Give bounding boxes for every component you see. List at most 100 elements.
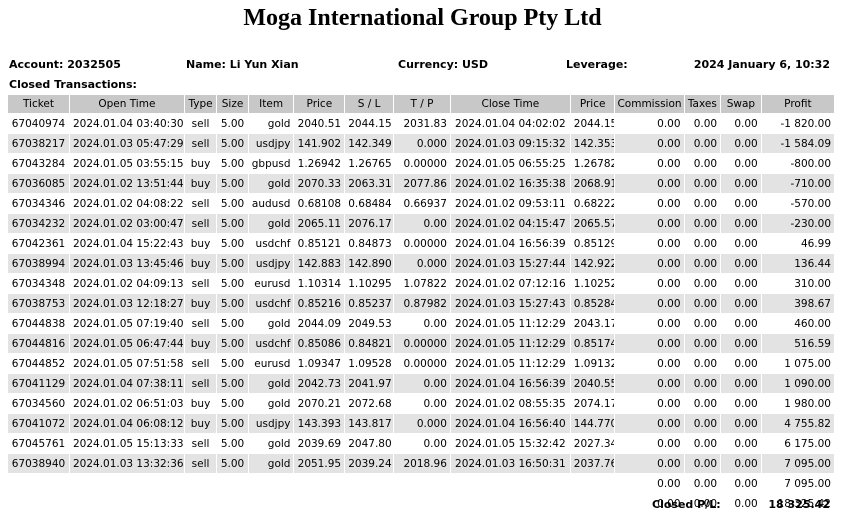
column-header[interactable]: Item	[248, 95, 294, 113]
table-cell: 2024.01.03 12:18:27	[69, 294, 184, 313]
table-row[interactable]: 67043284 2024.01.05 03:55:15 buy 5.00 gbpusd…	[8, 154, 834, 173]
table-cell: gold	[248, 394, 294, 413]
table-cell: 67044838	[8, 314, 69, 333]
table-cell: 0.00	[684, 374, 721, 393]
table-cell: 141.902	[294, 134, 345, 153]
table-cell: 5.00	[217, 394, 248, 413]
table-cell: 142.922	[570, 254, 615, 273]
totals-cell: 0.00	[615, 474, 684, 493]
table-row[interactable]: 67034560 2024.01.02 06:51:03 buy 5.00 gold 20…	[8, 394, 834, 413]
table-cell: 2024.01.04 16:56:40	[450, 414, 570, 433]
column-header[interactable]: Commission	[615, 95, 684, 113]
table-cell: buy	[184, 254, 217, 273]
table-cell: 0.000	[394, 414, 450, 433]
closed-transactions-table: Ticket Open Time Type Size Item Price S …	[7, 94, 835, 514]
table-cell: 2024.01.05 11:12:29	[450, 354, 570, 373]
table-cell: 67034346	[8, 194, 69, 213]
table-row[interactable]: 67038940 2024.01.03 13:32:36 sell 5.00 gold 2…	[8, 454, 834, 473]
table-cell: 0.00	[684, 314, 721, 333]
table-cell: 398.67	[761, 294, 834, 313]
table-row[interactable]: 67034232 2024.01.02 03:00:47 sell 5.00 gold 2…	[8, 214, 834, 233]
table-cell: 144.770	[570, 414, 615, 433]
column-header[interactable]: Swap	[721, 95, 761, 113]
column-header[interactable]: Ticket	[8, 95, 69, 113]
column-header[interactable]: Price	[570, 95, 615, 113]
currency-label: Currency:	[398, 58, 459, 71]
table-cell: 5.00	[217, 214, 248, 233]
table-cell: 0.00	[721, 314, 761, 333]
table-cell: 2077.86	[394, 174, 450, 193]
table-cell: 1.09528	[345, 354, 393, 373]
table-cell: 2070.33	[294, 174, 345, 193]
column-header[interactable]: Taxes	[684, 95, 721, 113]
table-row[interactable]: 67038753 2024.01.03 12:18:27 buy 5.00 usdchf…	[8, 294, 834, 313]
table-row[interactable]: 67036085 2024.01.02 13:51:44 buy 5.00 gold 20…	[8, 174, 834, 193]
table-cell: 0.00	[721, 334, 761, 353]
table-cell: 2047.80	[345, 434, 393, 453]
table-cell: 67034348	[8, 274, 69, 293]
table-row[interactable]: 67041072 2024.01.04 06:08:12 buy 5.00 usdjpy…	[8, 414, 834, 433]
table-row[interactable]: 67044816 2024.01.05 06:47:44 buy 5.00 usdchf…	[8, 334, 834, 353]
table-cell: 1.10252	[570, 274, 615, 293]
totals-cell: 0.00	[684, 494, 721, 513]
table-cell: gold	[248, 434, 294, 453]
table-cell: 143.817	[345, 414, 393, 433]
table-cell: 2043.17	[570, 314, 615, 333]
table-cell: buy	[184, 334, 217, 353]
table-cell: 67040974	[8, 114, 69, 133]
table-cell: usdchf	[248, 294, 294, 313]
table-cell: 0.85237	[345, 294, 393, 313]
table-cell: -1 584.09	[761, 134, 834, 153]
table-cell: 0.00	[721, 234, 761, 253]
table-cell: 1.10295	[345, 274, 393, 293]
column-header[interactable]: Size	[217, 95, 248, 113]
table-row[interactable]: 67045761 2024.01.05 15:13:33 sell 5.00 gold 2…	[8, 434, 834, 453]
table-cell: 0.00	[615, 174, 684, 193]
table-cell: 2024.01.02 16:35:38	[450, 174, 570, 193]
table-cell: -710.00	[761, 174, 834, 193]
table-cell: 2024.01.02 04:09:13	[69, 274, 184, 293]
table-cell: 0.00	[684, 114, 721, 133]
column-header[interactable]: Open Time	[69, 95, 184, 113]
table-cell: 4 755.82	[761, 414, 834, 433]
column-header[interactable]: Profit	[761, 95, 834, 113]
column-header[interactable]: Price	[294, 95, 345, 113]
name-label: Name:	[186, 58, 226, 71]
column-header[interactable]: Type	[184, 95, 217, 113]
table-row[interactable]: 67038994 2024.01.03 13:45:46 buy 5.00 usdjpy…	[8, 254, 834, 273]
table-cell: 2027.34	[570, 434, 615, 453]
table-cell: 0.00	[721, 354, 761, 373]
table-row[interactable]: 67034346 2024.01.02 04:08:22 sell 5.00 audus…	[8, 194, 834, 213]
table-row[interactable]: 67044838 2024.01.05 07:19:40 sell 5.00 gold 2…	[8, 314, 834, 333]
column-header[interactable]: S / L	[345, 95, 393, 113]
table-cell: 67038940	[8, 454, 69, 473]
table-cell: 1 980.00	[761, 394, 834, 413]
table-cell: eurusd	[248, 274, 294, 293]
table-cell: 67038217	[8, 134, 69, 153]
column-header[interactable]: Close Time	[450, 95, 570, 113]
table-cell: 136.44	[761, 254, 834, 273]
table-cell: 67044852	[8, 354, 69, 373]
table-row[interactable]: 67042361 2024.01.04 15:22:43 buy 5.00 usdchf…	[8, 234, 834, 253]
table-cell: 5.00	[217, 374, 248, 393]
table-row[interactable]: 67038217 2024.01.03 05:47:29 sell 5.00 usdjp…	[8, 134, 834, 153]
table-cell: 67041129	[8, 374, 69, 393]
account-number: 2032505	[67, 58, 121, 71]
table-cell: 0.00	[684, 334, 721, 353]
table-cell: 67038753	[8, 294, 69, 313]
table-cell: sell	[184, 354, 217, 373]
table-cell: 0.000	[394, 254, 450, 273]
leverage-label: Leverage:	[566, 58, 628, 71]
table-cell: 2042.73	[294, 374, 345, 393]
table-cell: 5.00	[217, 154, 248, 173]
table-row[interactable]: 67044852 2024.01.05 07:51:58 sell 5.00 eurus…	[8, 354, 834, 373]
table-cell: 1.10314	[294, 274, 345, 293]
table-row[interactable]: 67034348 2024.01.02 04:09:13 sell 5.00 eurus…	[8, 274, 834, 293]
table-cell: 0.00	[721, 154, 761, 173]
table-row[interactable]: 67040974 2024.01.04 03:40:30 sell 5.00 gold 2…	[8, 114, 834, 133]
table-cell: gold	[248, 374, 294, 393]
column-header[interactable]: T / P	[394, 95, 450, 113]
table-row[interactable]: 67041129 2024.01.04 07:38:11 sell 5.00 gold 2…	[8, 374, 834, 393]
table-cell: 0.00	[615, 314, 684, 333]
table-cell: sell	[184, 314, 217, 333]
